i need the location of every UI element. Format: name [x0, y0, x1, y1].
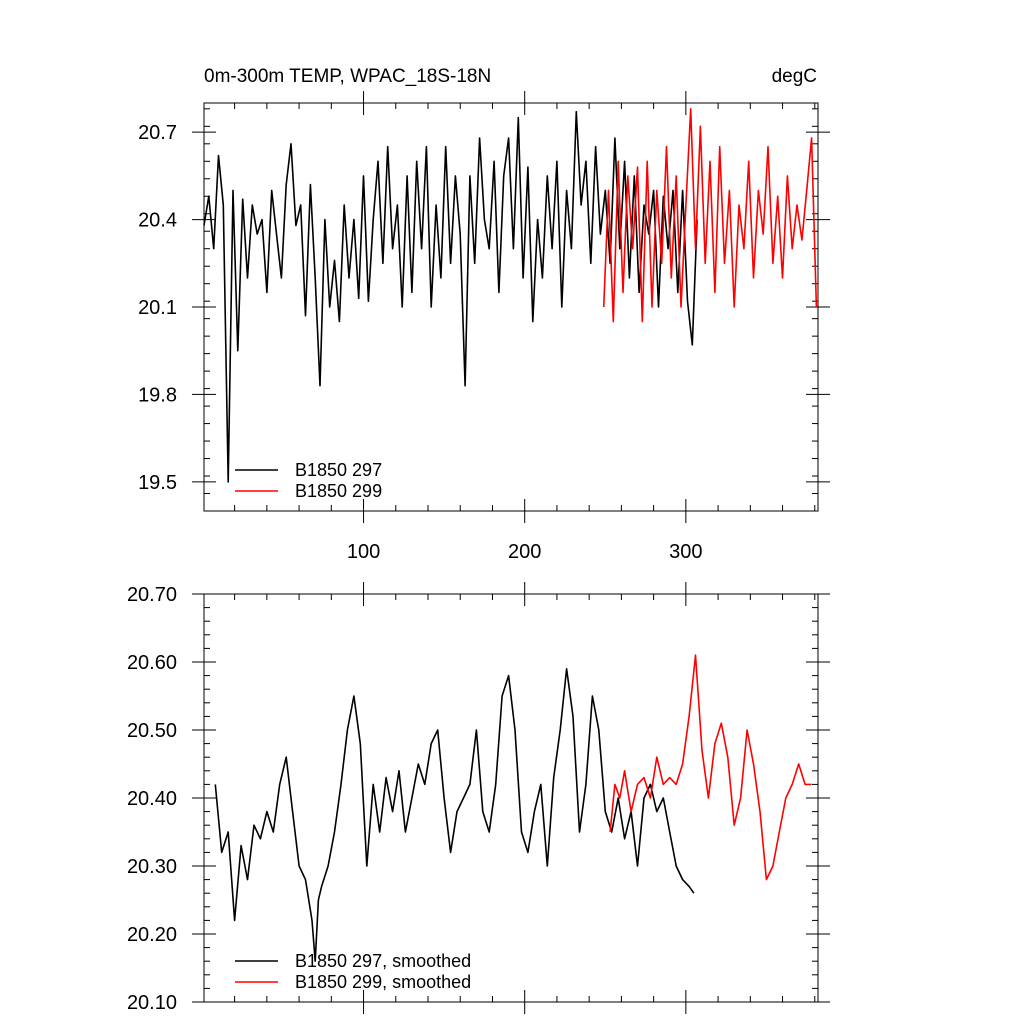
top-chart-units: degC [772, 66, 817, 87]
top-y-tick-label: 20.4 [138, 210, 177, 232]
top-y-tick-label: 19.5 [138, 472, 177, 494]
bottom-y-tick-label: 20.50 [127, 720, 177, 742]
bottom-y-tick-label: 20.30 [127, 856, 177, 878]
bottom-series-lines [214, 654, 812, 963]
bottom-y-tick-label: 20.40 [127, 788, 177, 810]
bottom-legend: B1850 297, smoothed B1850 299, smoothed [235, 951, 471, 992]
top-plot-frame [203, 102, 819, 512]
top-x-tick-label: 100 [347, 541, 380, 563]
top-y-tick-label: 20.1 [138, 297, 177, 319]
top-x-tick-label: 200 [508, 541, 541, 563]
top-legend: B1850 297 B1850 299 [235, 460, 382, 501]
top-series-line-1 [203, 110, 698, 483]
bottom-plot-frame [203, 593, 819, 1003]
bottom-series-line-1 [214, 667, 695, 963]
bottom-axis-ticks: 20.10 20.20 20.30 20.40 20.50 20.60 20.70 [127, 582, 830, 1014]
bottom-y-tick-label: 20.10 [127, 992, 177, 1014]
bottom-series-line-2 [609, 654, 812, 881]
bottom-y-tick-label: 20.60 [127, 652, 177, 674]
legend-label-smoothed-2: B1850 299, smoothed [295, 972, 471, 992]
top-panel: 0m-300m TEMP, WPAC_18S-18N degC 19.5 19.8… [138, 66, 830, 563]
top-x-tick-label: 300 [669, 541, 702, 563]
bottom-y-tick-label: 20.20 [127, 924, 177, 946]
top-y-tick-label: 19.8 [138, 384, 177, 406]
top-y-tick-label: 20.7 [138, 122, 177, 144]
legend-label-series-1: B1850 297 [295, 460, 382, 480]
bottom-panel: 20.10 20.20 20.30 20.40 20.50 20.60 20.70 B185… [127, 582, 830, 1014]
legend-label-smoothed-1: B1850 297, smoothed [295, 951, 471, 971]
top-series-line-2 [602, 108, 818, 323]
top-axis-ticks: 19.5 19.8 20.1 20.4 20.7 100 200 300 [138, 91, 830, 563]
top-series-lines [203, 108, 818, 483]
legend-label-series-2: B1850 299 [295, 481, 382, 501]
top-chart-title: 0m-300m TEMP, WPAC_18S-18N [204, 66, 491, 87]
bottom-y-tick-label: 20.70 [127, 584, 177, 606]
